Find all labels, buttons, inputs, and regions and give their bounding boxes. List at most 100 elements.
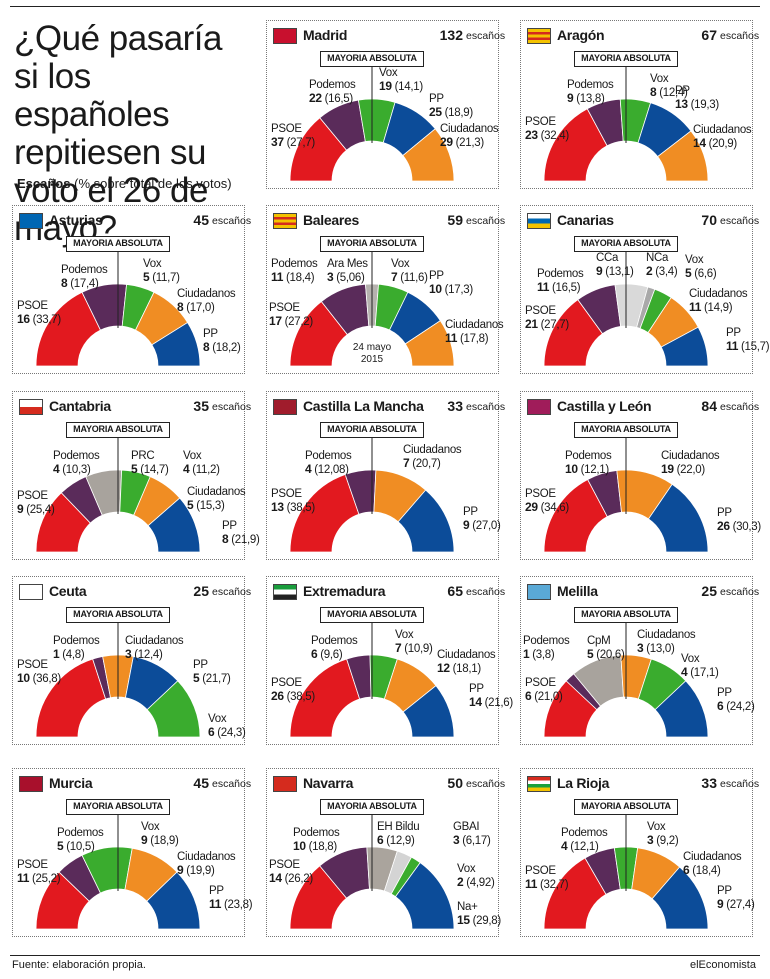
party-seats: 4 [183, 462, 190, 476]
region-name: Murcia [49, 775, 93, 791]
seats-word: escaños [212, 215, 252, 227]
panel-asturias: Asturias 45 escaños MAYORIA ABSOLUTA PSOE 16 … [12, 205, 251, 374]
party-name: GBAI [453, 821, 480, 833]
party-vote-pct: (30,3) [732, 521, 762, 533]
party-label-nca: NCa 2 (3,4) [646, 252, 678, 279]
party-label-cca: CCa 9 (13,1) [596, 252, 634, 279]
hemicycle-chart [289, 63, 455, 182]
party-vote-pct: (25,4) [26, 504, 55, 516]
party-vote-pct: (38,5) [286, 691, 316, 703]
region-total-seats: 59 [447, 212, 463, 228]
party-vote-pct: (12,08) [314, 464, 349, 476]
party-vote-pct: (23,8) [224, 899, 253, 911]
party-values: 2 (3,4) [646, 265, 678, 279]
party-vote-pct: (9,6) [320, 649, 343, 661]
seats-word: escaños [212, 401, 252, 413]
party-vote-pct: (26,2) [284, 873, 314, 885]
party-label-podemos: Podemos 22 (16,5) [309, 79, 356, 106]
hemicycle-chart [543, 434, 709, 553]
party-name: PSOE [17, 859, 48, 871]
party-label-ciudadanos: Ciudadanos 6 (18,4) [683, 851, 742, 878]
seat-slice-pp [651, 866, 709, 930]
party-label-psoe: PSOE 23 (32,4) [525, 116, 569, 143]
party-seats: 6 [377, 833, 384, 847]
party-vote-pct: (27,2) [284, 316, 314, 328]
page-title: ¿Qué pasaría si los españoles repitiesen… [14, 19, 223, 248]
party-name: PP [203, 328, 218, 340]
party-seats: 5 [187, 498, 194, 512]
party-values: 4 (10,3) [53, 463, 99, 477]
party-name: PSOE [269, 302, 300, 314]
party-values: 23 (32,4) [525, 129, 569, 143]
party-values: 3 (13,0) [637, 642, 695, 656]
seats-word: escaños [720, 586, 760, 598]
party-name: PSOE [525, 305, 556, 317]
region-name: Extremadura [303, 583, 386, 599]
party-values: 7 (20,7) [403, 457, 461, 471]
party-seats: 5 [587, 647, 594, 661]
party-seats: 19 [661, 462, 674, 476]
party-seats: 13 [675, 97, 688, 111]
party-label-vox: Vox 4 (11,2) [183, 450, 220, 477]
party-values: 26 (30,3) [717, 520, 761, 534]
party-seats: 3 [637, 641, 644, 655]
party-vote-pct: (16,5) [324, 93, 354, 105]
flag-extremadura-icon [273, 584, 297, 600]
party-name: Podemos [311, 635, 358, 647]
party-seats: 17 [269, 314, 282, 328]
seat-slice-pp [397, 489, 455, 553]
subtitle-bold: Escaños [17, 176, 71, 191]
hemicycle-chart [35, 434, 201, 553]
seats-word: escaños [466, 401, 506, 413]
party-vote-pct: (12,1) [570, 841, 599, 853]
party-values: 10 (36,8) [17, 672, 61, 686]
party-seats: 4 [305, 462, 312, 476]
party-name: Ciudadanos [437, 649, 496, 661]
party-values: 10 (17,3) [429, 283, 473, 297]
party-name: Podemos [565, 450, 612, 462]
party-vote-pct: (15,7) [741, 341, 770, 353]
party-vote-pct: (14,1) [394, 81, 424, 93]
party-vote-pct: (27,7) [540, 319, 570, 331]
party-name: Vox [183, 450, 202, 462]
region-name: Cantabria [49, 398, 111, 414]
party-vote-pct: (12,9) [386, 835, 415, 847]
seat-slice-na [394, 862, 455, 930]
party-vote-pct: (13,8) [576, 93, 605, 105]
region-name: Asturias [49, 212, 103, 228]
party-seats: 11 [445, 331, 458, 345]
party-seats: 9 [17, 502, 24, 516]
region-total-seats: 33 [447, 398, 463, 414]
flag-asturias-icon [19, 213, 43, 229]
party-values: 4 (17,1) [681, 666, 719, 680]
party-seats: 11 [726, 339, 739, 353]
party-vote-pct: (6,17) [462, 835, 491, 847]
party-values: 14 (26,2) [269, 872, 313, 886]
region-total-seats: 45 [193, 212, 209, 228]
party-vote-pct: (20,7) [412, 458, 441, 470]
party-vote-pct: (21,7) [202, 673, 231, 685]
party-values: 11 (16,5) [537, 281, 583, 295]
party-vote-pct: (22,0) [676, 464, 706, 476]
hemicycle-chart [35, 619, 201, 738]
party-vote-pct: (18,8) [308, 841, 338, 853]
party-label-pp: PP 9 (27,4) [717, 885, 755, 912]
flag-navarra-icon [273, 776, 297, 792]
region-total-seats: 84 [701, 398, 717, 414]
party-vote-pct: (10,3) [62, 464, 91, 476]
party-vote-pct: (32,7) [540, 879, 569, 891]
party-label-ciudadanos: Ciudadanos 11 (17,8) [445, 319, 504, 346]
party-name: PP [193, 659, 208, 671]
region-name: Castilla y León [557, 398, 652, 414]
party-values: 11 (15,7) [726, 339, 770, 354]
party-label-gbai: GBAI 3 (6,17) [453, 821, 491, 848]
party-label-vox: Vox 5 (6,6) [685, 254, 717, 281]
party-name: Ciudadanos [693, 124, 752, 136]
majority-label: MAYORIA ABSOLUTA [320, 607, 424, 623]
party-seats: 9 [717, 897, 724, 911]
seat-slice-ciudadanos [657, 130, 709, 182]
party-name: Vox [685, 254, 704, 266]
seat-slice-ciudadanos [404, 320, 455, 367]
party-values: 6 (12,9) [377, 834, 419, 848]
party-name: Vox [143, 258, 162, 270]
